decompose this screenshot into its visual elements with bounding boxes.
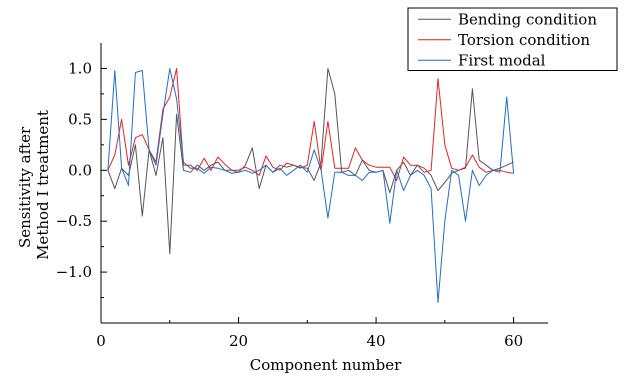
series-line-2 [107, 68, 514, 181]
legend-label-1: Bending condition [458, 10, 597, 28]
y-ticks: 1.0 0.5 0.0 −0.5 −1.0 [56, 59, 107, 299]
x-tick-label: 0 [96, 332, 106, 350]
y-axis-label-line-1: Sensitivity after [16, 126, 34, 248]
axes [100, 43, 548, 324]
series-line-1 [107, 68, 514, 255]
legend-label-2: Torsion condition [458, 31, 590, 49]
x-tick-label: 60 [504, 332, 523, 350]
x-axis-label: Component number [250, 356, 402, 374]
y-tick-label: −1.0 [56, 263, 92, 281]
x-tick-label: 20 [229, 332, 248, 350]
legend-label-3: First modal [458, 51, 546, 69]
y-axis-label: Sensitivity after Method I treatment [16, 110, 52, 260]
y-tick-label: −0.5 [56, 212, 92, 230]
y-tick-label: 1.0 [68, 59, 92, 77]
x-ticks: 0 20 40 60 [96, 317, 523, 350]
y-tick-label: 0.0 [68, 161, 92, 179]
series-layer [107, 68, 515, 304]
series-line-3 [107, 68, 515, 304]
legend: Bending condition Torsion condition First … [407, 7, 618, 71]
y-axis-label-line-2: Method I treatment [34, 110, 52, 260]
x-tick-label: 40 [367, 332, 386, 350]
y-tick-label: 0.5 [68, 110, 92, 128]
